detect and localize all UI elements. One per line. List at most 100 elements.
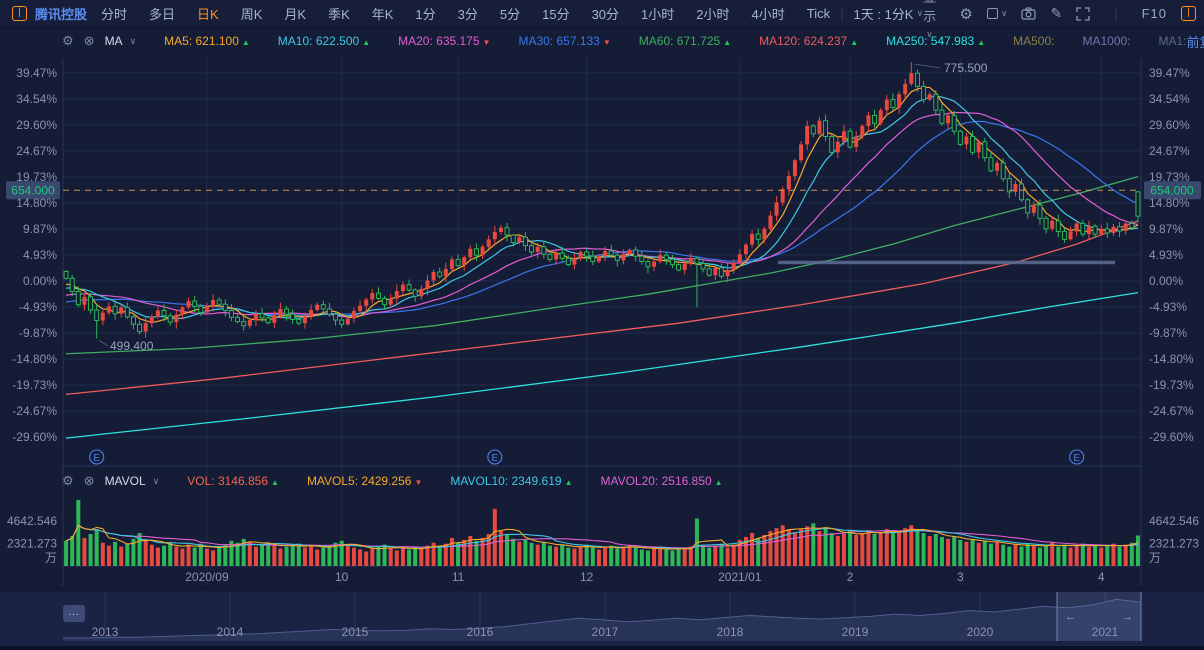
svg-text:E: E (93, 453, 100, 464)
indicator-entry[interactable]: MA1: (1158, 34, 1187, 48)
svg-text:→: → (1122, 611, 1133, 623)
period-tab[interactable]: 15分 (542, 7, 570, 22)
period-tab[interactable]: 季K (328, 7, 350, 22)
svg-text:24.67%: 24.67% (1149, 144, 1190, 158)
indicator-entry[interactable]: MAVOL20: 2516.850 ▲ (600, 474, 723, 488)
svg-text:29.60%: 29.60% (1149, 118, 1190, 132)
svg-text:4.93%: 4.93% (23, 248, 57, 262)
svg-text:2021/01: 2021/01 (718, 570, 762, 584)
svg-text:2321.273: 2321.273 (7, 536, 57, 550)
indicator-settings-gear-icon[interactable]: ⚙ (62, 473, 74, 488)
up-arrow-icon: ▲ (723, 38, 732, 47)
period-tab[interactable]: 3分 (457, 7, 478, 22)
ma-selector[interactable]: MA (104, 34, 123, 48)
adjust-mode-button[interactable]: 前复权 (1186, 34, 1204, 50)
settings-gear-icon[interactable]: ⚙ (959, 5, 973, 23)
toolbar-divider: | (1114, 6, 1118, 21)
svg-text:19.73%: 19.73% (16, 170, 57, 184)
indicator-entry[interactable]: MA5: 621.100 ▲ (164, 34, 250, 48)
period-tab[interactable]: 2小时 (696, 7, 730, 22)
svg-text:775.500: 775.500 (944, 61, 988, 75)
svg-text:9.87%: 9.87% (23, 222, 57, 236)
chart-style-menu[interactable]: ∨ (986, 8, 1008, 19)
svg-text:万: 万 (1149, 551, 1161, 565)
down-arrow-icon: ▼ (414, 478, 423, 487)
mavol-values: VOL: 3146.856 ▲ MAVOL5: 2429.256 ▼ MAVOL10: … (159, 474, 722, 488)
svg-text:2020: 2020 (967, 625, 994, 639)
indicator-entry[interactable]: MA1000: (1082, 34, 1131, 48)
indicator-settings-gear-icon[interactable]: ⚙ (62, 33, 74, 48)
period-tab[interactable]: 分时 (101, 7, 128, 22)
period-tab[interactable]: 月K (284, 7, 307, 22)
indicator-entry[interactable]: MA250: 547.983 ▲ (886, 34, 986, 48)
svg-text:499.400: 499.400 (110, 339, 154, 353)
up-arrow-icon: ▲ (271, 478, 279, 487)
top-toolbar: | 腾讯控股 分时 多日 日K 周K 月K 季K 年K 1分 3分 5分 15分 30分 1小时 2小时 4… (0, 0, 1204, 39)
svg-text:-19.73%: -19.73% (12, 378, 57, 392)
svg-text:39.47%: 39.47% (1149, 66, 1190, 80)
chevron-down-icon: ∨ (916, 8, 924, 18)
down-arrow-icon: ▼ (482, 38, 491, 47)
indicator-entry[interactable]: MA500: (1013, 34, 1055, 48)
svg-text:19.73%: 19.73% (1149, 170, 1190, 184)
period-tab[interactable]: 5分 (499, 7, 521, 22)
fullscreen-expand-icon[interactable] (1076, 6, 1090, 21)
svg-text:-9.87%: -9.87% (19, 326, 57, 340)
indicator-entry[interactable]: VOL: 3146.856 ▲ (187, 474, 279, 488)
indicator-entry[interactable]: MA20: 635.175 ▼ (398, 34, 491, 48)
svg-text:万: 万 (45, 551, 57, 565)
svg-text:12: 12 (580, 570, 594, 584)
up-arrow-icon: ▲ (850, 38, 859, 47)
indicator-entry[interactable]: MA30: 657.133 ▼ (518, 34, 611, 48)
svg-text:-9.87%: -9.87% (1149, 326, 1187, 340)
indicator-entry[interactable]: MA10: 622.500 ▲ (277, 34, 371, 48)
svg-text:2021: 2021 (1092, 625, 1119, 639)
period-tab[interactable]: 周K (240, 7, 263, 22)
indicator-close-icon[interactable]: ⊗ (83, 33, 95, 48)
navigator-more-button[interactable]: ... (63, 605, 85, 622)
svg-text:3: 3 (957, 570, 964, 584)
up-arrow-icon: ▲ (714, 478, 723, 487)
period-tab[interactable]: 4小时 (751, 7, 785, 22)
indicator-entry[interactable]: MAVOL10: 2349.619 ▲ (450, 474, 573, 488)
stock-name[interactable]: 腾讯控股 (35, 7, 88, 22)
period-tab[interactable]: 30分 (591, 7, 620, 22)
svg-text:4: 4 (1098, 570, 1105, 584)
period-tab[interactable]: 日K (197, 7, 219, 22)
screenshot-camera-icon[interactable] (1021, 7, 1037, 20)
indicator-entry[interactable]: MAVOL5: 2429.256 ▼ (306, 474, 423, 488)
toolbar-divider: | (840, 6, 844, 21)
svg-text:-29.60%: -29.60% (1149, 430, 1194, 444)
svg-text:24.67%: 24.67% (16, 144, 57, 158)
up-arrow-icon: ▲ (241, 38, 250, 47)
multi-period-combo[interactable]: 1天 : 1分K (853, 7, 914, 22)
svg-text:2018: 2018 (717, 625, 744, 639)
svg-text:0.00%: 0.00% (23, 274, 57, 288)
period-tab[interactable]: 1小时 (641, 7, 675, 22)
draw-pencil-icon[interactable]: ✎ (1050, 5, 1063, 21)
up-arrow-icon: ▲ (362, 38, 371, 47)
svg-text:-14.80%: -14.80% (1149, 352, 1194, 366)
indicator-entry[interactable]: MA120: 624.237 ▲ (759, 34, 859, 48)
svg-text:4.93%: 4.93% (1149, 248, 1183, 262)
display-menu[interactable]: 显示∨ (923, 0, 937, 39)
svg-text:2014: 2014 (217, 625, 244, 639)
period-tab[interactable]: 1分 (415, 7, 436, 22)
f10-button[interactable]: F10 (1141, 6, 1167, 21)
svg-text:654.000: 654.000 (1150, 183, 1194, 197)
svg-text:9.87%: 9.87% (1149, 222, 1183, 236)
indicator-entry[interactable]: MA60: 671.725 ▲ (638, 34, 732, 48)
period-tab[interactable]: 多日 (149, 7, 176, 22)
period-tab[interactable]: 年K (371, 7, 394, 22)
panel-toggle-icon[interactable]: | (1181, 6, 1196, 21)
chevron-down-icon: ∨ (1000, 8, 1008, 18)
svg-text:14.80%: 14.80% (16, 196, 57, 210)
period-tab[interactable]: Tick (806, 6, 831, 21)
svg-text:39.47%: 39.47% (16, 66, 57, 80)
svg-text:2321.273: 2321.273 (1149, 536, 1199, 550)
indicator-close-icon[interactable]: ⊗ (83, 473, 95, 488)
svg-text:4642.546: 4642.546 (7, 514, 57, 528)
mavol-selector[interactable]: MAVOL (104, 474, 146, 488)
